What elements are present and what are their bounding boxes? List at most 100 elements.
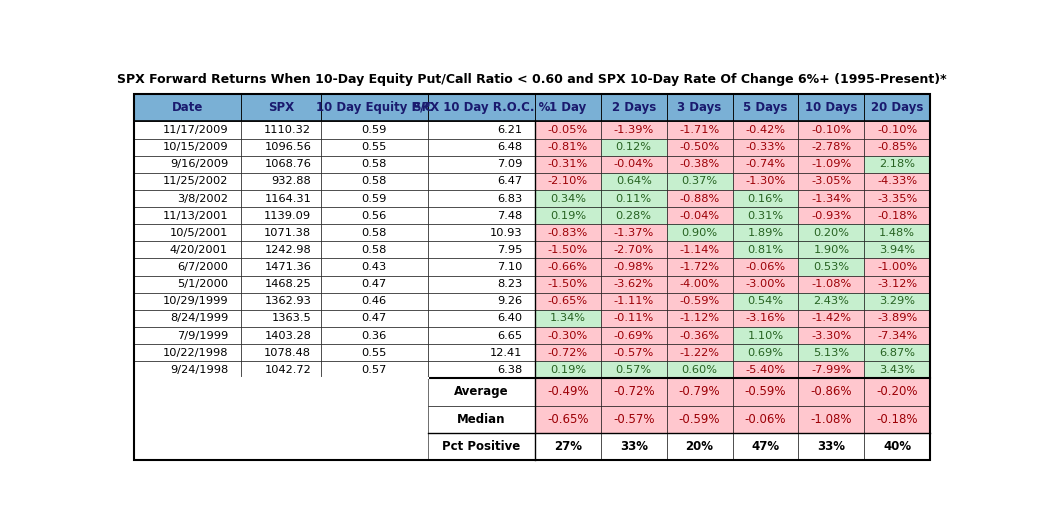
Text: -3.16%: -3.16% (745, 313, 786, 323)
Text: 2.43%: 2.43% (814, 296, 849, 306)
Text: 40%: 40% (883, 440, 911, 453)
Bar (865, 276, 930, 293)
Bar (865, 207, 930, 224)
Bar (321, 190, 428, 207)
Text: -1.50%: -1.50% (548, 245, 588, 255)
Bar (134, 224, 241, 241)
Text: -0.83%: -0.83% (548, 228, 588, 238)
Bar (428, 433, 535, 460)
Text: 0.19%: 0.19% (550, 365, 585, 375)
Text: -0.06%: -0.06% (744, 413, 786, 426)
Text: 10/5/2001: 10/5/2001 (169, 228, 228, 238)
Bar (666, 293, 733, 310)
Bar (428, 121, 535, 139)
Text: 11/25/2002: 11/25/2002 (163, 176, 228, 186)
Bar (733, 433, 798, 460)
Text: -0.81%: -0.81% (548, 142, 588, 152)
Text: 0.90%: 0.90% (682, 228, 717, 238)
Text: 10/29/1999: 10/29/1999 (162, 296, 228, 306)
Bar (535, 276, 601, 293)
Text: 932.88: 932.88 (271, 176, 311, 186)
Text: 6.40: 6.40 (497, 313, 522, 323)
Text: 0.55: 0.55 (361, 348, 387, 358)
Text: -0.74%: -0.74% (745, 159, 786, 169)
Bar (134, 361, 241, 378)
Bar (428, 405, 535, 433)
Bar (134, 293, 241, 310)
Bar (666, 94, 733, 121)
Text: -3.62%: -3.62% (613, 279, 654, 289)
Text: -0.79%: -0.79% (679, 386, 720, 399)
Bar (134, 241, 241, 258)
Text: 0.58: 0.58 (361, 245, 387, 255)
Text: -0.06%: -0.06% (745, 262, 786, 272)
Text: -0.18%: -0.18% (876, 413, 918, 426)
Text: 0.58: 0.58 (361, 159, 387, 169)
Text: 1362.93: 1362.93 (265, 296, 311, 306)
Bar (241, 190, 321, 207)
Text: 1071.38: 1071.38 (264, 228, 311, 238)
Bar (666, 258, 733, 276)
Bar (321, 173, 428, 190)
Bar (428, 139, 535, 156)
Text: -0.30%: -0.30% (548, 331, 588, 340)
Bar (535, 344, 601, 361)
Bar (733, 94, 798, 121)
Text: -0.57%: -0.57% (613, 348, 654, 358)
Text: -0.33%: -0.33% (745, 142, 786, 152)
Text: -1.14%: -1.14% (680, 245, 719, 255)
Bar (798, 207, 865, 224)
Text: 6.65: 6.65 (497, 331, 522, 340)
Bar (601, 310, 666, 327)
Text: -1.37%: -1.37% (613, 228, 654, 238)
Bar (798, 156, 865, 173)
Text: 0.64%: 0.64% (616, 176, 652, 186)
Bar (601, 173, 666, 190)
Text: 9.26: 9.26 (497, 296, 522, 306)
Bar (733, 276, 798, 293)
Text: 1403.28: 1403.28 (265, 331, 311, 340)
Text: 0.58: 0.58 (361, 228, 387, 238)
Text: -0.04%: -0.04% (613, 159, 654, 169)
Bar (865, 433, 930, 460)
Text: Median: Median (457, 413, 506, 426)
Text: 1068.76: 1068.76 (265, 159, 311, 169)
Bar (428, 361, 535, 378)
Bar (865, 327, 930, 344)
Bar (535, 94, 601, 121)
Text: 3.43%: 3.43% (879, 365, 916, 375)
Bar (601, 121, 666, 139)
Text: -5.40%: -5.40% (745, 365, 786, 375)
Bar (428, 156, 535, 173)
Text: 0.12%: 0.12% (616, 142, 652, 152)
Text: 12.41: 12.41 (490, 348, 522, 358)
Text: -0.05%: -0.05% (548, 125, 588, 135)
Bar (733, 310, 798, 327)
Text: 5.13%: 5.13% (814, 348, 849, 358)
Text: 1.90%: 1.90% (814, 245, 849, 255)
Bar (865, 94, 930, 121)
Text: 9/16/2009: 9/16/2009 (170, 159, 228, 169)
Text: 1078.48: 1078.48 (264, 348, 311, 358)
Bar (601, 190, 666, 207)
Bar (666, 276, 733, 293)
Text: 0.55: 0.55 (361, 142, 387, 152)
Text: 8.23: 8.23 (497, 279, 522, 289)
Bar (321, 121, 428, 139)
Text: 5 Days: 5 Days (743, 101, 788, 114)
Text: 5/1/2000: 5/1/2000 (176, 279, 228, 289)
Bar (666, 327, 733, 344)
Bar (241, 344, 321, 361)
Text: 1468.25: 1468.25 (265, 279, 311, 289)
Bar (733, 258, 798, 276)
Bar (798, 310, 865, 327)
Bar (241, 327, 321, 344)
Text: 1042.72: 1042.72 (265, 365, 311, 375)
Text: -1.08%: -1.08% (812, 279, 851, 289)
Text: -7.99%: -7.99% (812, 365, 851, 375)
Text: 0.37%: 0.37% (682, 176, 717, 186)
Text: 20%: 20% (685, 440, 713, 453)
Bar (798, 361, 865, 378)
Text: -0.38%: -0.38% (680, 159, 719, 169)
Text: 0.19%: 0.19% (550, 211, 585, 221)
